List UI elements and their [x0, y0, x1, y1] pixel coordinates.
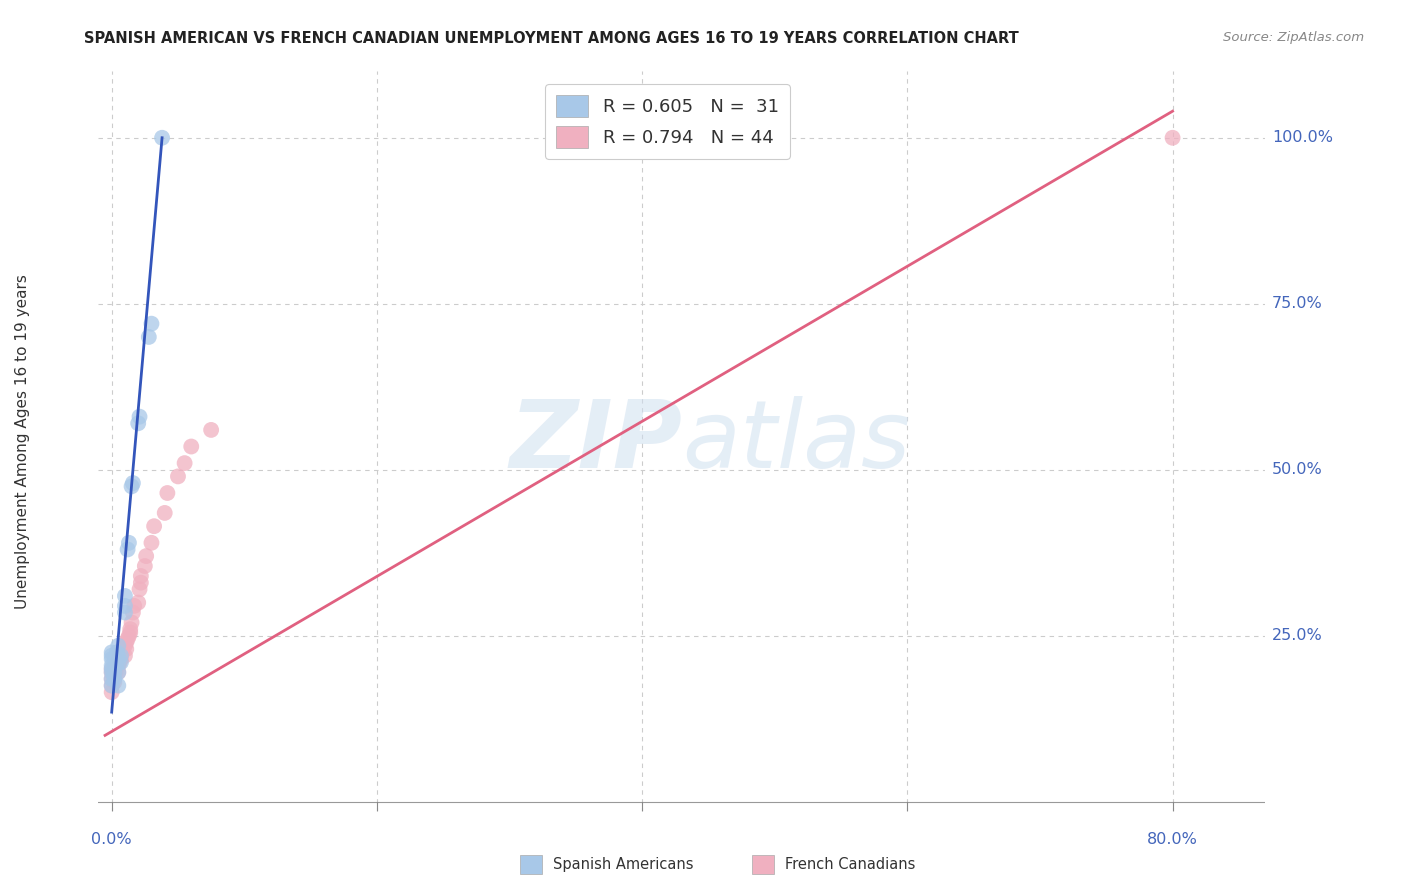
Text: 25.0%: 25.0%	[1272, 628, 1323, 643]
Point	[120, 625, 142, 640]
Point	[108, 648, 131, 663]
Point	[107, 656, 129, 670]
Point	[115, 635, 138, 649]
Point	[122, 606, 145, 620]
Point	[104, 665, 127, 680]
Point	[100, 672, 122, 686]
Point	[103, 672, 125, 686]
Text: Unemployment Among Ages 16 to 19 years: Unemployment Among Ages 16 to 19 years	[15, 274, 30, 609]
Point	[100, 672, 122, 686]
Point	[103, 665, 125, 680]
Point	[107, 648, 129, 663]
Text: Spanish Americans: Spanish Americans	[553, 857, 693, 871]
Point	[138, 330, 160, 344]
Point	[129, 569, 152, 583]
Text: French Canadians: French Canadians	[785, 857, 915, 871]
Legend: R = 0.605   N =  31, R = 0.794   N = 44: R = 0.605 N = 31, R = 0.794 N = 44	[546, 84, 790, 159]
Point	[128, 582, 150, 597]
Point	[1161, 130, 1184, 145]
Point	[111, 642, 134, 657]
Point	[122, 476, 145, 491]
Point	[114, 639, 136, 653]
Point	[115, 642, 138, 657]
Point	[118, 629, 141, 643]
Point	[103, 675, 125, 690]
Point	[105, 656, 128, 670]
Point	[127, 596, 149, 610]
Point	[110, 648, 132, 663]
Point	[107, 679, 129, 693]
Point	[120, 622, 142, 636]
Point	[100, 652, 122, 666]
Point	[121, 615, 143, 630]
Point	[100, 645, 122, 659]
Point	[141, 317, 163, 331]
Point	[141, 536, 163, 550]
Point	[100, 648, 122, 663]
Point	[200, 423, 222, 437]
Point	[121, 479, 143, 493]
Point	[111, 645, 134, 659]
Point	[105, 645, 128, 659]
Point	[173, 456, 195, 470]
Point	[117, 632, 139, 646]
Point	[110, 656, 132, 670]
Point	[134, 559, 156, 574]
Point	[114, 599, 136, 613]
Text: 50.0%: 50.0%	[1272, 462, 1323, 477]
Point	[129, 575, 152, 590]
Point	[100, 679, 122, 693]
Point	[100, 685, 122, 699]
Point	[156, 486, 179, 500]
Point	[110, 645, 132, 659]
Point	[127, 417, 149, 431]
Point	[104, 658, 127, 673]
Point	[135, 549, 157, 563]
Text: atlas: atlas	[682, 396, 910, 487]
Point	[114, 589, 136, 603]
Point	[100, 662, 122, 676]
Point	[108, 656, 131, 670]
Point	[100, 658, 122, 673]
Point	[143, 519, 166, 533]
Point	[114, 606, 136, 620]
Point	[107, 639, 129, 653]
Point	[100, 665, 122, 680]
Point	[128, 409, 150, 424]
Point	[110, 652, 132, 666]
Point	[100, 679, 122, 693]
Point	[104, 658, 127, 673]
Text: SPANISH AMERICAN VS FRENCH CANADIAN UNEMPLOYMENT AMONG AGES 16 TO 19 YEARS CORRE: SPANISH AMERICAN VS FRENCH CANADIAN UNEM…	[84, 31, 1019, 46]
Point	[118, 536, 141, 550]
Point	[167, 469, 190, 483]
Point	[150, 130, 173, 145]
Text: 80.0%: 80.0%	[1147, 831, 1198, 847]
Text: 100.0%: 100.0%	[1272, 130, 1333, 145]
Text: 75.0%: 75.0%	[1272, 296, 1323, 311]
Point	[107, 665, 129, 680]
Point	[100, 665, 122, 680]
Text: 0.0%: 0.0%	[91, 831, 132, 847]
Point	[107, 665, 129, 680]
Point	[100, 662, 122, 676]
Text: ZIP: ZIP	[509, 395, 682, 488]
Point	[103, 665, 125, 680]
Point	[122, 599, 145, 613]
Point	[153, 506, 176, 520]
Point	[180, 440, 202, 454]
Point	[117, 542, 139, 557]
Point	[104, 652, 127, 666]
Text: Source: ZipAtlas.com: Source: ZipAtlas.com	[1223, 31, 1364, 45]
Point	[107, 658, 129, 673]
Point	[114, 648, 136, 663]
